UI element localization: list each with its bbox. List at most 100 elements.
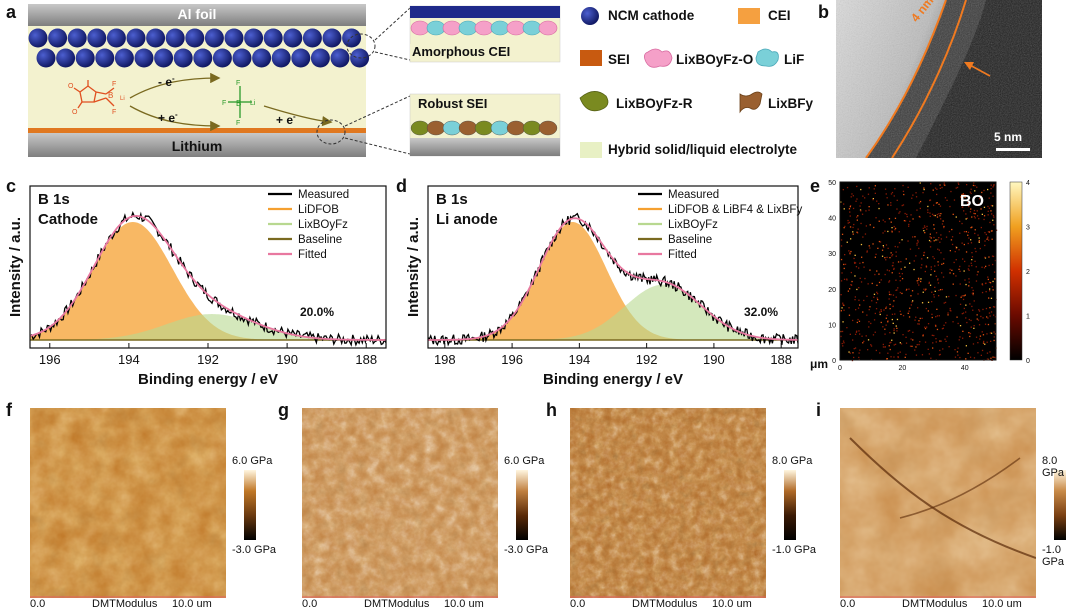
- heatmap-pixel: [852, 207, 855, 210]
- heatmap-pixel: [878, 273, 880, 275]
- heatmap-pixel: [849, 206, 851, 208]
- heatmap-pixel: [840, 245, 843, 247]
- heatmap-pixel: [992, 263, 994, 266]
- heatmap-pixel: [977, 271, 979, 273]
- heatmap-pixel: [935, 202, 938, 204]
- heatmap-pixel: [990, 332, 993, 334]
- heatmap-pixel: [993, 339, 995, 342]
- heatmap-pixel: [840, 330, 842, 333]
- heatmap-pixel: [937, 264, 939, 266]
- heatmap-pixel: [857, 318, 859, 321]
- tem-scale-label: 5 nm: [994, 130, 1023, 144]
- xps-peak-primary: [428, 222, 798, 340]
- heatmap-pixel: [994, 323, 996, 325]
- heatmap-pixel: [944, 301, 947, 304]
- heatmap-pixel: [867, 283, 869, 285]
- heatmap-pixel: [966, 217, 968, 219]
- heatmap-pixel: [951, 269, 953, 271]
- heatmap-pixel: [899, 310, 901, 312]
- heatmap-pixel: [842, 345, 844, 347]
- x-tick-label: 196: [501, 352, 523, 367]
- heatmap-pixel: [884, 230, 886, 232]
- heatmap-pixel: [840, 310, 842, 312]
- heatmap-pixel: [896, 318, 899, 321]
- heatmap-pixel: [858, 320, 861, 322]
- heatmap-pixel: [953, 199, 956, 201]
- legend-entry: Baseline: [668, 234, 712, 246]
- heatmap-pixel: [990, 188, 992, 190]
- heatmap-pixel: [907, 312, 909, 314]
- cei-blob: [426, 20, 446, 36]
- heatmap-pixel: [890, 221, 892, 223]
- heatmap-pixel: [900, 268, 902, 270]
- heatmap-pixel: [854, 262, 856, 264]
- heatmap-pixel: [923, 225, 926, 227]
- heatmap-pixel: [995, 229, 998, 231]
- heatmap-pixel: [918, 323, 920, 325]
- heatmap-pixel: [961, 242, 963, 244]
- ncm-particle: [185, 28, 205, 48]
- svg-text:B: B: [108, 91, 113, 100]
- heatmap-pixel: [994, 278, 996, 280]
- afm-colorbar-i: [1054, 470, 1066, 540]
- heatmap-pixel: [924, 226, 926, 229]
- heatmap-pixel: [923, 230, 925, 232]
- heatmap-pixel: [911, 345, 913, 347]
- heatmap-pixel: [992, 219, 994, 221]
- heatmap-pixel: [931, 313, 933, 315]
- heatmap-pixel: [974, 190, 976, 192]
- y-tick-label: 30: [828, 251, 836, 258]
- chart-subtitle: Li anode: [436, 211, 498, 228]
- heatmap-pixel: [971, 252, 973, 254]
- heatmap-pixel: [939, 205, 942, 207]
- heatmap-pixel: [939, 241, 941, 243]
- heatmap-pixel: [960, 198, 962, 200]
- ncm-particle: [263, 28, 283, 48]
- heatmap-pixel: [874, 256, 876, 258]
- heatmap-pixel: [888, 218, 891, 220]
- heatmap-pixel: [880, 279, 882, 281]
- ncm-particle: [165, 28, 185, 48]
- heatmap-pixel: [934, 187, 937, 189]
- heatmap-pixel: [884, 328, 886, 330]
- heatmap-pixel: [964, 294, 966, 296]
- heatmap-pixel: [989, 288, 991, 290]
- zoom-circle-sei: [316, 119, 346, 145]
- heatmap-pixel: [899, 275, 901, 278]
- heatmap-pixel: [965, 304, 967, 306]
- cei-blob: [538, 20, 558, 36]
- heatmap-pixel: [908, 329, 911, 332]
- heatmap-pixel: [897, 287, 899, 289]
- afm-colorbar-f: [244, 470, 256, 540]
- heatmap-pixel: [910, 214, 912, 216]
- heatmap-pixel: [968, 265, 970, 267]
- heatmap-pixel: [843, 208, 845, 210]
- heatmap-pixel: [930, 266, 932, 268]
- heatmap-pixel: [990, 192, 992, 194]
- heatmap-pixel: [891, 272, 893, 274]
- y-tick-label: 50: [828, 180, 836, 187]
- heatmap-pixel: [900, 313, 902, 315]
- heatmap-pixel: [840, 294, 842, 296]
- heatmap-pixel: [867, 349, 869, 351]
- afm-colorbar-min: -1.0 GPa: [772, 544, 817, 556]
- heatmap-pixel: [986, 352, 989, 354]
- heatmap-pixel: [935, 341, 937, 343]
- heatmap-pixel: [924, 341, 927, 343]
- colorbar-tick-label: 1: [1026, 314, 1030, 321]
- ncm-particle: [310, 48, 330, 68]
- heatmap-pixel: [895, 251, 897, 253]
- heatmap-pixel: [908, 310, 910, 312]
- heatmap-pixel: [885, 193, 887, 195]
- heatmap-pixel: [907, 330, 909, 332]
- heatmap-pixel: [894, 245, 896, 248]
- heatmap-pixel: [929, 284, 932, 286]
- heatmap-pixel: [858, 267, 860, 269]
- heatmap-pixel: [876, 297, 878, 299]
- heatmap-pixel: [912, 339, 914, 341]
- heatmap-pixel: [967, 268, 969, 270]
- heatmap-pixel: [890, 193, 893, 195]
- heatmap-pixel: [915, 255, 917, 257]
- heatmap-frame: [839, 181, 997, 361]
- ncm-particle: [204, 28, 224, 48]
